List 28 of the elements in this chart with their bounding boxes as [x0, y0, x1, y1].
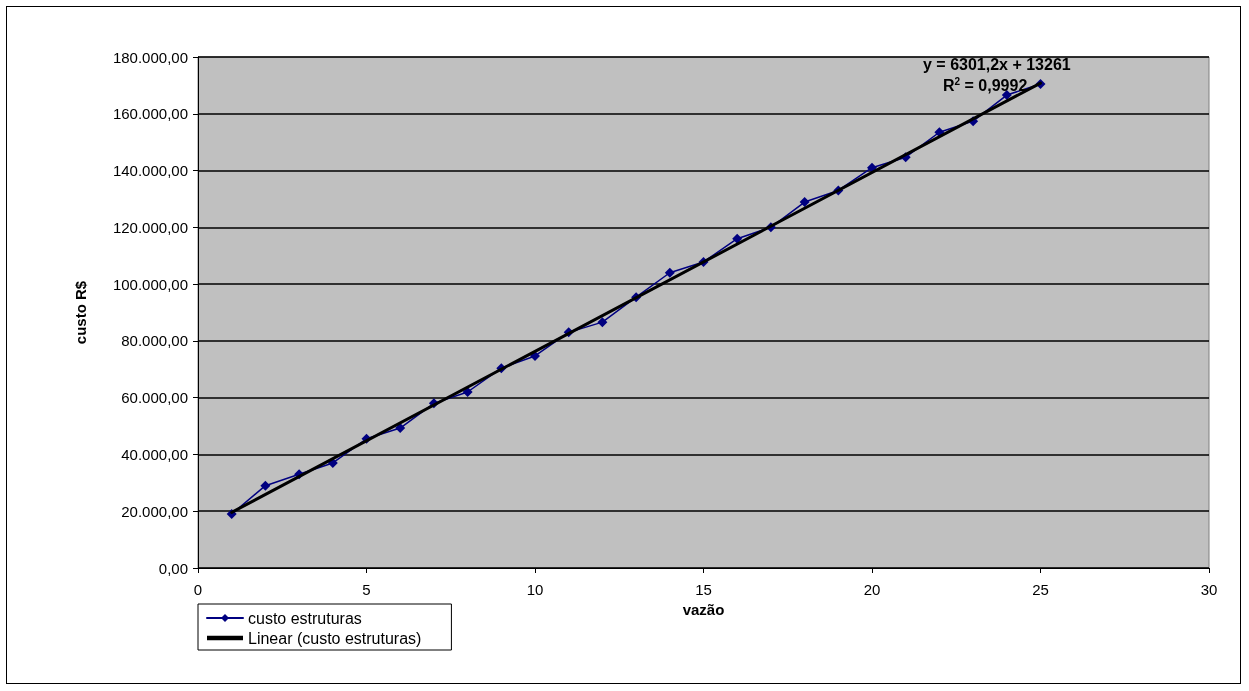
- point: [799, 197, 810, 208]
- y-tick-label: 40.000,00: [121, 445, 188, 463]
- y-tick-label: 160.000,00: [112, 105, 188, 123]
- point: [732, 233, 743, 244]
- y-axis-title: custo R$: [72, 280, 89, 345]
- x-tick-label: 0: [193, 581, 203, 598]
- y-tick-label: 80.000,00: [121, 332, 188, 350]
- point: [260, 480, 271, 491]
- x-tick-label: 5: [362, 581, 371, 598]
- y-tick-label: 100.000,00: [112, 275, 188, 293]
- legend-label: custo estruturas: [248, 609, 362, 627]
- y-tick-label: 60.000,00: [121, 389, 188, 407]
- point: [597, 317, 608, 328]
- x-tick-label: 10: [526, 581, 544, 598]
- y-tick-label: 180.000,00: [112, 48, 188, 66]
- y-tick-label: 120.000,00: [112, 218, 188, 236]
- x-tick-label: 30: [1200, 581, 1218, 598]
- y-tick-label: 0,00: [158, 559, 188, 577]
- x-axis-title: vazão: [682, 600, 725, 618]
- y-tick-label: 140.000,00: [112, 162, 188, 180]
- y-tick-label: 20.000,00: [121, 502, 188, 520]
- x-tick-label: 15: [695, 581, 712, 598]
- annotation: y = 6301,2x + 13261: [923, 55, 1071, 73]
- legend-label: Linear (custo estruturas): [248, 629, 422, 647]
- x-tick-label: 20: [863, 581, 881, 598]
- point: [867, 162, 877, 173]
- x-tick-label: 25: [1032, 581, 1049, 598]
- point: [664, 267, 675, 278]
